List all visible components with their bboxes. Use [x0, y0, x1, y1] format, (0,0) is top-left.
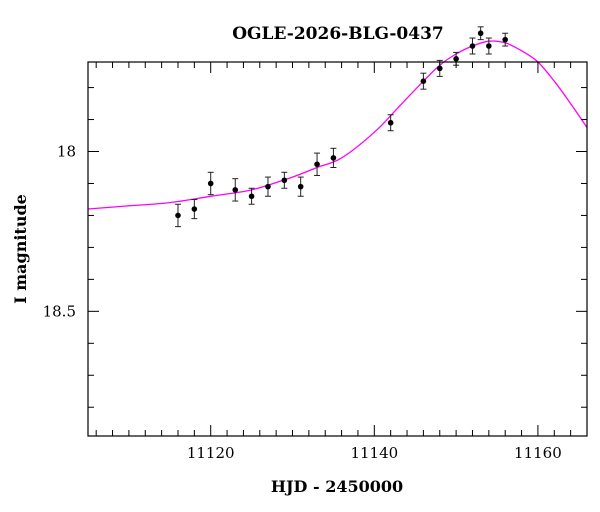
- data-point: [486, 43, 492, 49]
- y-axis-label: I magnitude: [11, 194, 30, 304]
- y-tick-label: 18.5: [43, 302, 76, 320]
- model-curve: [87, 40, 588, 210]
- data-point: [436, 65, 443, 72]
- y-tick-label: 17.5: [43, 0, 76, 1]
- x-tick-label: 11160: [514, 444, 562, 462]
- plot-frame: [87, 61, 588, 437]
- data-point: [232, 187, 239, 193]
- axis-ticks: 11120 11140 11160 17.5 18 18.5: [43, 0, 588, 462]
- data-point: [502, 36, 508, 43]
- data-point: [453, 56, 459, 62]
- data-point: [469, 43, 476, 49]
- x-tick-label: 11140: [350, 444, 398, 462]
- data-point: [175, 212, 181, 219]
- x-axis-label: HJD - 2450000: [271, 477, 403, 496]
- data-point: [265, 183, 271, 190]
- data-point: [477, 30, 484, 37]
- chart-title: OGLE-2026-BLG-0437: [232, 24, 444, 44]
- x-tick-label: 11120: [187, 444, 235, 462]
- data-point: [281, 177, 288, 184]
- data-point: [248, 193, 255, 200]
- data-point: [420, 78, 427, 84]
- data-point: [191, 206, 198, 212]
- data-point: [314, 161, 320, 168]
- plot-area: [87, 26, 588, 228]
- y-tick-label: 18: [57, 143, 76, 161]
- data-point: [297, 183, 304, 190]
- data-point: [330, 155, 337, 161]
- data-point: [207, 180, 214, 187]
- data-point: [387, 119, 394, 126]
